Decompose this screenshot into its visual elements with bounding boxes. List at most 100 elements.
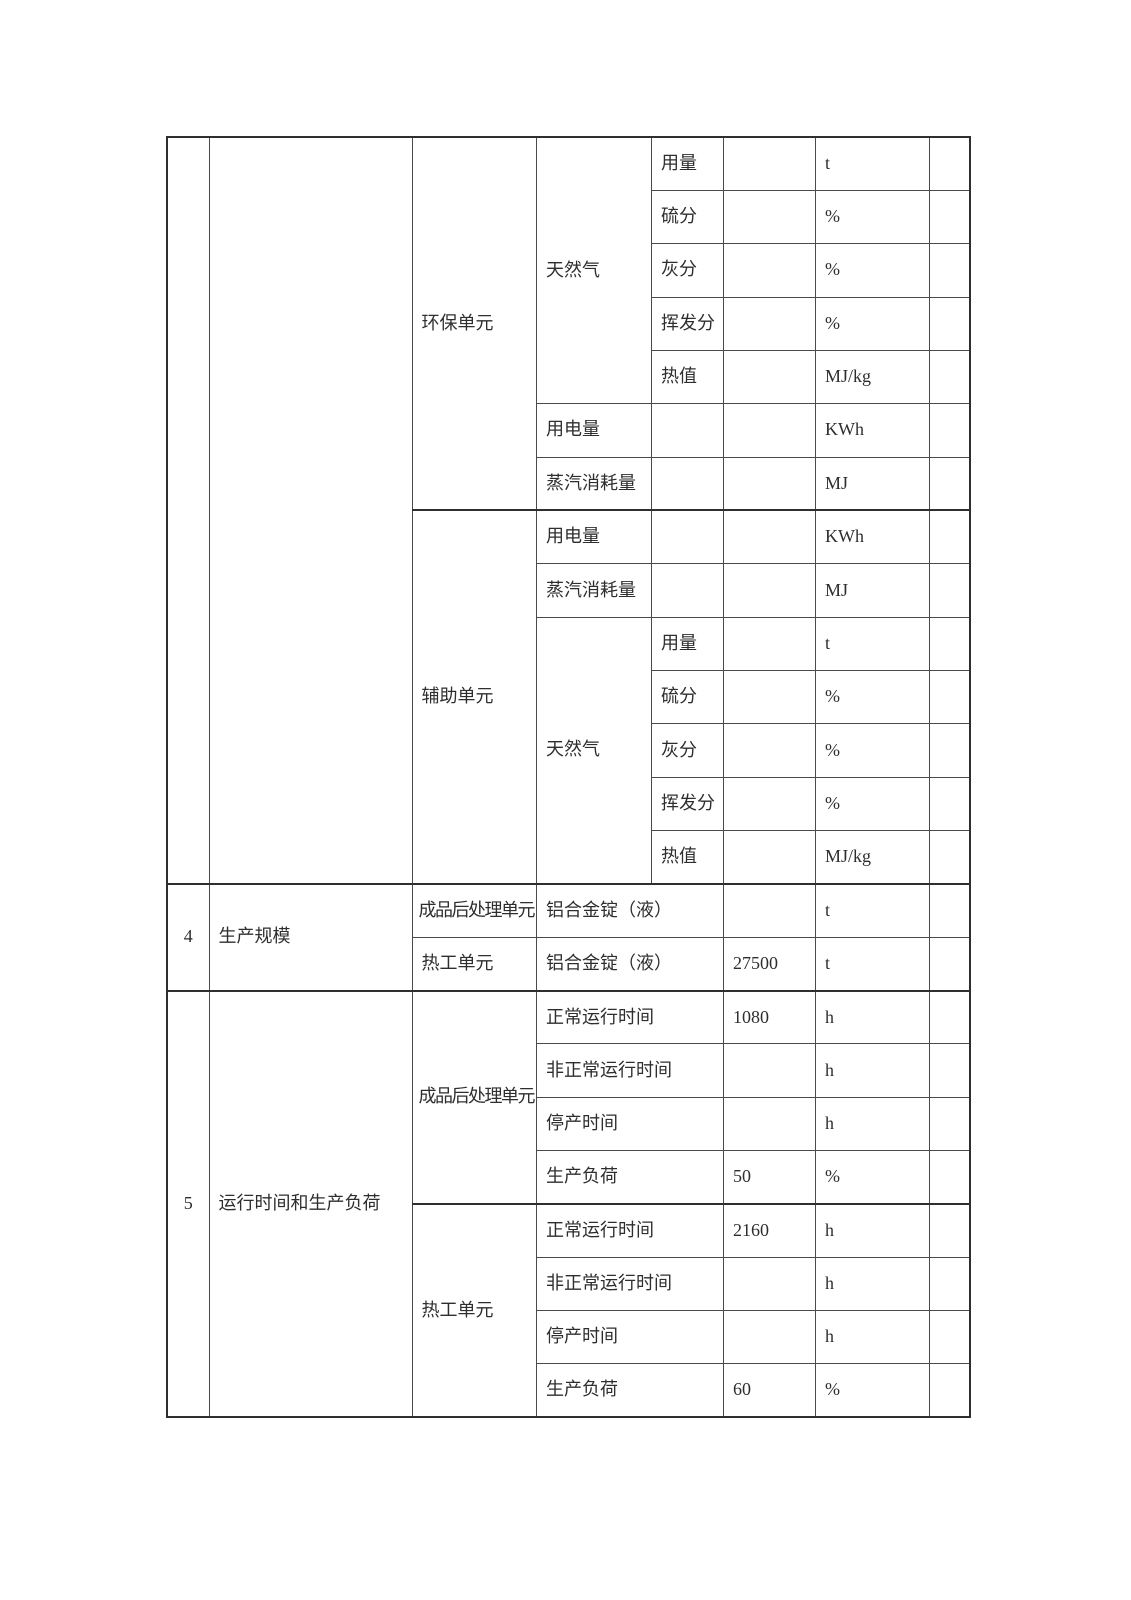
unit-cell: h [815,1043,930,1098]
value-cell [723,776,816,831]
table-row: 热工单元 正常运行时间 2160 h [167,1202,970,1418]
sub-item-cell [651,456,724,511]
remark-cell [929,563,970,618]
value-cell [723,403,816,458]
unit-cell: % [815,723,930,778]
category-cell: 运行时间和生产负荷 [208,989,413,1418]
value-cell [723,882,816,938]
item-cell: 天然气 [536,616,652,885]
sub-item-cell [651,563,724,618]
table-row: 辅助单元 用电量 KWh [167,509,970,885]
table-row: 挥发分% [167,776,970,831]
table-row: 灰分% [167,243,970,298]
value-cell [723,136,816,191]
item-cell: 正常运行时间 [536,1202,724,1258]
sub-item-cell: 用量 [651,136,724,191]
unit-group-cell: 成品后处理单元 [411,882,537,938]
value-cell [723,563,816,618]
remark-cell [929,403,970,458]
table-row: 天然气 用量 t [167,616,970,885]
unit-cell: % [815,776,930,831]
sub-item-cell: 用量 [651,616,724,671]
value-cell [723,1043,816,1098]
value-cell [723,1096,816,1152]
row-index-cell [166,136,210,885]
value-cell [723,509,816,565]
unit-cell: KWh [815,403,930,458]
remark-cell [929,509,970,565]
table-row: 停产时间 h [167,1310,970,1365]
unit-cell: KWh [815,509,930,565]
value-cell: 27500 [723,936,816,992]
value-cell [723,349,816,405]
remark-cell [929,669,970,725]
unit-cell: % [815,243,930,298]
remark-cell [929,296,970,351]
value-cell: 2160 [723,1202,816,1258]
item-cell: 非正常运行时间 [536,1043,724,1098]
value-cell [723,829,816,885]
item-cell: 天然气 [536,136,652,405]
unit-cell: h [815,1310,930,1365]
sub-item-cell: 硫分 [651,189,724,245]
remark-cell [929,456,970,511]
remark-cell [929,243,970,298]
unit-group-cell: 成品后处理单元 [411,989,537,1205]
table-row: 挥发分% [167,296,970,351]
remark-cell [929,189,970,245]
table-row: 生产负荷 60% [167,1363,970,1418]
unit-cell: t [815,136,930,191]
unit-cell: t [815,616,930,671]
sub-item-cell: 灰分 [651,243,724,298]
remark-cell [929,1202,970,1258]
unit-cell: MJ [815,563,930,618]
item-cell: 用电量 [536,403,652,458]
unit-cell: t [815,882,930,938]
remark-cell [929,349,970,405]
category-cell [208,136,413,885]
item-cell: 蒸汽消耗量 [536,563,652,618]
item-cell: 非正常运行时间 [536,1256,724,1312]
parameters-table: 环保单元 天然气 用量 t 硫分% 灰分% 挥发分% 热值 MJ/kg 用电量 KWh 蒸汽消耗量 MJ… [166,136,971,1419]
unit-cell: MJ/kg [815,829,930,885]
sub-item-cell: 灰分 [651,723,724,778]
remark-cell [929,1363,970,1418]
unit-cell: % [815,1363,930,1418]
value-cell [723,723,816,778]
table-row: 非正常运行时间 h [167,1256,970,1312]
unit-group-cell: 辅助单元 [411,509,537,885]
unit-cell: h [815,989,930,1045]
table-row: 蒸汽消耗量 MJ [167,563,970,618]
table-row: 5 运行时间和生产负荷 成品后处理单元 正常运行时间 1080 h [166,989,970,1418]
unit-cell: h [815,1202,930,1258]
value-cell: 60 [723,1363,816,1418]
table-row: 4 生产规模 成品后处理单元 铝合金锭（液） t [166,882,970,991]
item-cell: 蒸汽消耗量 [536,456,652,511]
value-cell [723,669,816,725]
sub-item-cell [651,403,724,458]
value-cell [723,243,816,298]
sub-item-cell: 热值 [651,829,724,885]
remark-cell [929,1150,970,1205]
remark-cell [929,723,970,778]
unit-cell: h [815,1256,930,1312]
unit-cell: % [815,1150,930,1205]
unit-cell: t [815,936,930,992]
table-row: 非正常运行时间 h [167,1043,970,1098]
remark-cell [929,136,970,191]
unit-cell: % [815,296,930,351]
sub-item-cell: 硫分 [651,669,724,725]
remark-cell [929,776,970,831]
table-row: 生产负荷 50% [167,1150,970,1205]
remark-cell [929,1096,970,1152]
table-row: 热值 MJ/kg [167,349,970,405]
table-body: 环保单元 天然气 用量 t 硫分% 灰分% 挥发分% 热值 MJ/kg 用电量 KWh 蒸汽消耗量 MJ… [166,136,970,1418]
unit-cell: MJ/kg [815,349,930,405]
item-cell: 正常运行时间 [536,989,724,1045]
value-cell [723,189,816,245]
item-cell: 生产负荷 [536,1150,724,1205]
value-cell: 50 [723,1150,816,1205]
unit-group-cell: 热工单元 [411,936,537,992]
table-row: 环保单元 天然气 用量 t [166,136,970,885]
value-cell [723,1256,816,1312]
